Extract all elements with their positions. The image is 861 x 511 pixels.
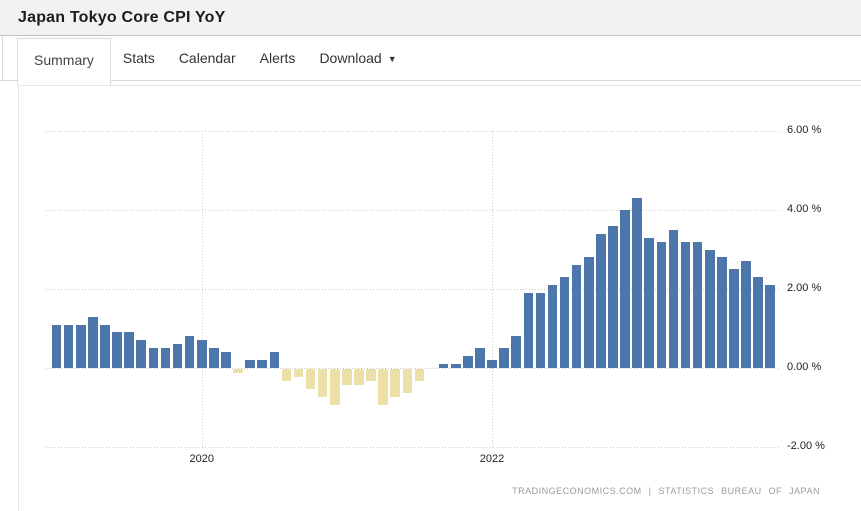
gridline-vertical — [492, 131, 494, 447]
tab-download[interactable]: Download ▼ — [307, 36, 408, 81]
chart-bar[interactable] — [450, 364, 461, 368]
chart-bar[interactable] — [535, 292, 546, 368]
tab-bar: Summary Stats Calendar Alerts Download ▼ — [0, 36, 861, 85]
chart-bar[interactable] — [729, 269, 739, 368]
page-header: Japan Tokyo Core CPI YoY — [0, 0, 861, 36]
chart-bar[interactable] — [656, 241, 667, 368]
chart-bar[interactable] — [317, 369, 328, 397]
chart-bar[interactable] — [583, 257, 594, 368]
x-axis-tick-label: 2022 — [479, 453, 505, 465]
chart-bar[interactable] — [571, 265, 582, 368]
x-axis-tick-label: 2020 — [189, 453, 214, 465]
tab-label: Summary — [34, 52, 94, 68]
gridline-horizontal — [46, 289, 781, 290]
gridline-horizontal — [46, 131, 781, 132]
chart-bar[interactable] — [463, 356, 473, 368]
chart-bar[interactable] — [644, 237, 655, 368]
gridline-horizontal — [46, 368, 781, 369]
chart-bar[interactable] — [172, 344, 183, 368]
chart-bar[interactable] — [233, 369, 243, 373]
tab-label: Alerts — [259, 50, 296, 66]
chart-bar[interactable] — [378, 369, 388, 405]
gridline-vertical — [201, 131, 203, 447]
tab-label: Stats — [122, 50, 155, 66]
chart-bar[interactable] — [438, 364, 449, 368]
chart-bar[interactable] — [704, 249, 715, 368]
gridline-horizontal — [46, 447, 781, 448]
y-axis-tick-label: 6.00 % — [787, 124, 822, 136]
chart-bar[interactable] — [717, 257, 727, 368]
chart-bar[interactable] — [136, 340, 147, 368]
tab-label: Download — [319, 50, 382, 66]
chart-bar[interactable] — [184, 336, 195, 368]
chart-bar[interactable] — [499, 348, 509, 368]
chart-bar[interactable] — [124, 332, 134, 368]
chart-bar[interactable] — [608, 225, 618, 368]
chart-bar[interactable] — [51, 324, 62, 368]
y-axis-tick-label: 2.00 % — [787, 282, 822, 294]
gridline-horizontal — [46, 210, 781, 211]
chart-bar[interactable] — [402, 369, 413, 393]
chart-bar[interactable] — [293, 369, 304, 377]
chart-bar[interactable] — [511, 336, 521, 368]
chart-bar[interactable] — [209, 348, 219, 368]
y-axis-tick-label: 0.00 % — [787, 361, 822, 373]
tab-label: Calendar — [178, 50, 236, 66]
chart-bar[interactable] — [559, 277, 570, 368]
chart-bar[interactable] — [596, 233, 606, 368]
chart-bar[interactable] — [221, 352, 231, 368]
chart-bar[interactable] — [692, 241, 703, 368]
chart-bar[interactable] — [160, 348, 171, 368]
y-axis-tick-label: -2.00 % — [787, 440, 825, 452]
chart-bar[interactable] — [390, 369, 401, 397]
chart-bar[interactable] — [366, 369, 376, 381]
chart-bar[interactable] — [305, 369, 316, 389]
chart-bar[interactable] — [354, 369, 364, 385]
chart-bar[interactable] — [523, 292, 534, 368]
chart-bar[interactable] — [196, 340, 207, 368]
chart-bar[interactable] — [765, 285, 775, 368]
y-axis-tick-label: 4.00 % — [787, 203, 822, 215]
chart-bar[interactable] — [100, 324, 110, 368]
chart-bar[interactable] — [414, 369, 425, 381]
page-title: Japan Tokyo Core CPI YoY — [18, 9, 226, 26]
tab-bar-left-edge — [2, 36, 3, 81]
chart-bar[interactable] — [668, 229, 679, 368]
tab-summary[interactable]: Summary — [17, 38, 111, 85]
caret-down-icon: ▼ — [387, 54, 397, 64]
chart-bar[interactable] — [741, 261, 751, 368]
chart-bar[interactable] — [112, 332, 122, 368]
chart-card-top-border — [19, 85, 861, 86]
chart-bar[interactable] — [632, 198, 642, 368]
chart-bar[interactable] — [547, 285, 558, 368]
chart-bar[interactable] — [63, 324, 74, 368]
chart-card-left-border — [18, 85, 19, 511]
chart-bar[interactable] — [148, 348, 159, 368]
chart-bar[interactable] — [269, 352, 280, 368]
chart-bar[interactable] — [487, 360, 497, 368]
chart-bar[interactable] — [753, 277, 763, 368]
tab-stats[interactable]: Stats — [111, 36, 167, 80]
tab-calendar[interactable]: Calendar — [167, 36, 248, 80]
chart-bar[interactable] — [257, 360, 267, 368]
chart-bar[interactable] — [245, 360, 255, 368]
chart-bar[interactable] — [680, 241, 691, 368]
chart-bar[interactable] — [342, 369, 352, 385]
chart-attribution: TRADINGECONOMICS.COM | STATISTICS BUREAU… — [512, 486, 820, 496]
chart-bar[interactable] — [88, 316, 98, 368]
chart-bar[interactable] — [620, 210, 630, 368]
chart-bar[interactable] — [281, 369, 292, 381]
chart-bar[interactable] — [329, 369, 340, 405]
chart-bar[interactable] — [475, 348, 485, 368]
tab-alerts[interactable]: Alerts — [248, 36, 308, 80]
chart-bar[interactable] — [75, 324, 86, 368]
